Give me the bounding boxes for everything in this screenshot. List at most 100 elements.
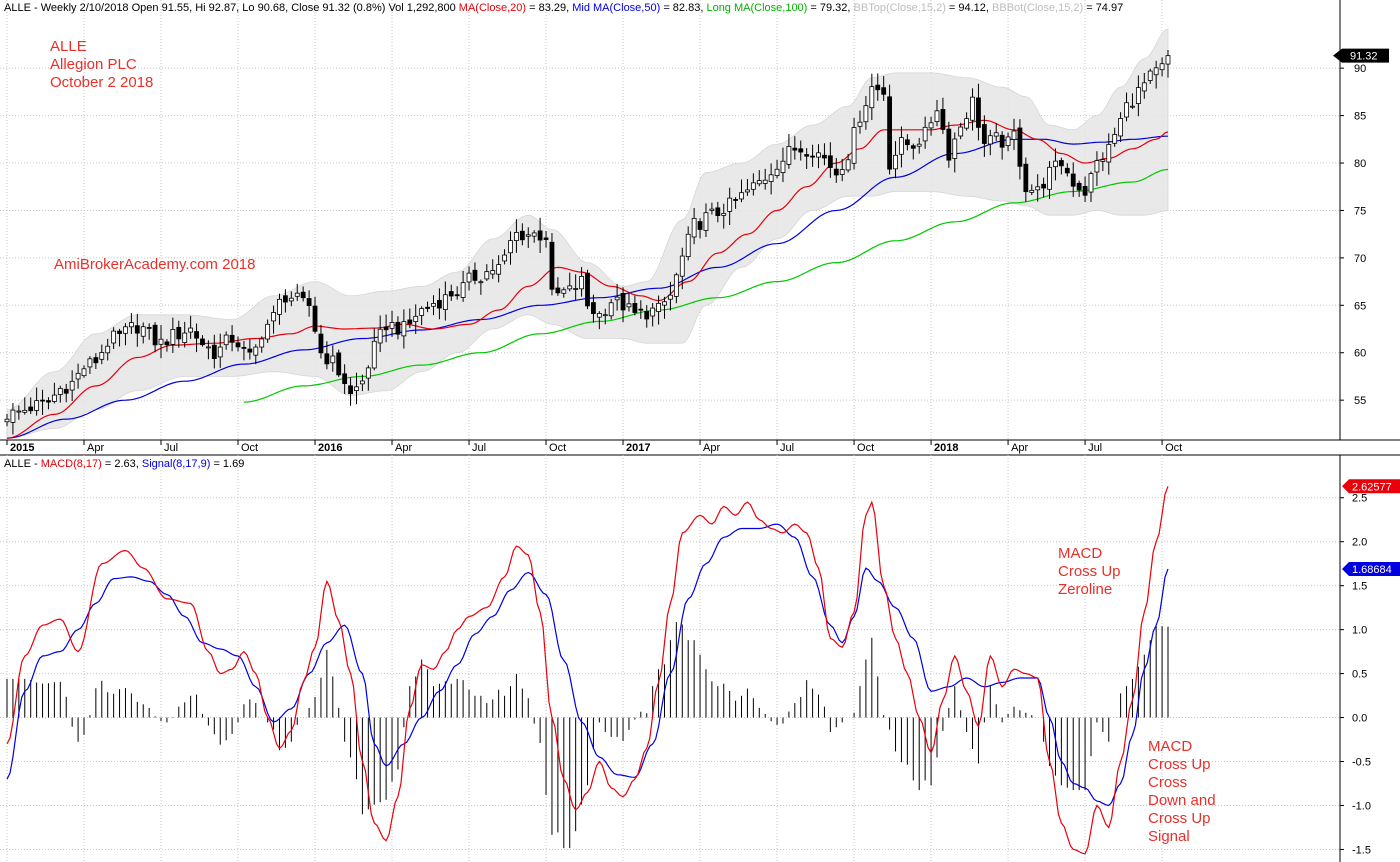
candle-down [348, 385, 353, 395]
candle-down [425, 306, 430, 309]
candle-down [620, 292, 626, 311]
candle-down [976, 97, 981, 128]
candle-up [330, 355, 336, 364]
candle-up [431, 303, 436, 307]
candle-up [691, 217, 697, 238]
price-x-tick-label: Jul [780, 442, 794, 454]
header-ma50-value: = 82.83, [660, 2, 707, 14]
candle-down [697, 221, 703, 230]
candle-down [241, 347, 247, 349]
candle-up [608, 302, 614, 317]
candle-up [970, 96, 975, 121]
candle-up [502, 254, 507, 262]
candle-down [940, 109, 946, 130]
candle-up [1005, 136, 1011, 147]
candle-up [531, 232, 537, 237]
candle-up [774, 168, 780, 176]
price-x-tick-label: Apr [87, 442, 104, 454]
candle-down [324, 353, 330, 365]
macd-header-macd-value: = 2.63, [101, 458, 142, 470]
candle-down [194, 331, 199, 339]
last-price-label: 91.32 [1350, 51, 1378, 63]
macd-y-tick-label: 0.0 [1352, 713, 1367, 725]
macd-header-sep: - [30, 458, 41, 470]
candle-up [288, 297, 294, 302]
candle-down [152, 324, 158, 346]
macd-y-tick-label: 2.5 [1352, 493, 1367, 505]
candle-down [146, 327, 152, 329]
candle-up [57, 387, 63, 395]
candle-down [1041, 183, 1047, 189]
header-bbtop-label: BBTop(Close,15,2) [853, 2, 946, 14]
candle-up [922, 126, 928, 142]
annotation-line: Down and [1148, 792, 1216, 809]
price-y-tick-label: 70 [1354, 253, 1366, 265]
candle-down [549, 241, 555, 290]
price-y-tick-label: 60 [1354, 348, 1366, 360]
candle-up [4, 418, 10, 423]
header-ma100-value: = 79.32, [807, 2, 854, 14]
candle-up [377, 328, 383, 344]
price-x-tick-label: Apr [395, 442, 412, 454]
candle-up [128, 322, 134, 328]
candle-down [585, 272, 590, 307]
macd-last-value-tag [1342, 479, 1400, 494]
candle-down [342, 373, 348, 385]
annotation-line: Cross Up [1148, 756, 1211, 773]
annotation-line: Cross [1148, 774, 1188, 791]
candle-up [1088, 173, 1094, 193]
candle-up [934, 110, 940, 122]
candle-down [211, 344, 217, 359]
candle-up [514, 232, 519, 241]
candle-up [525, 234, 531, 237]
candle-up [745, 189, 750, 193]
candle-down [448, 291, 454, 297]
annotation-line: Allegion PLC [50, 56, 137, 73]
macd-signal-annotation: MACD Cross Up Cross Down and Cross Up Si… [1148, 738, 1216, 846]
candle-up [81, 368, 87, 377]
macd-line [6, 486, 1169, 855]
bollinger-band-area [6, 28, 1169, 439]
candle-up [1124, 102, 1129, 118]
stock-title-annotation: ALLE Allegion PLC October 2 2018 [50, 38, 153, 92]
candlesticks [4, 50, 1171, 435]
candle-down [881, 87, 887, 95]
macd-header-macd-label: MACD(8,17) [40, 458, 102, 470]
candle-up [721, 213, 727, 216]
macd-axes: -1.5 -1.0 -0.5 0.0 0.5 1.0 1.5 2.0 2.52.62577 1.6… [1340, 479, 1400, 856]
candle-down [383, 326, 389, 331]
candle-down [981, 124, 987, 144]
candle-up [123, 326, 128, 334]
candle-up [484, 271, 490, 280]
price-x-tick-label: Jul [472, 442, 486, 454]
price-y-tick-label: 55 [1354, 395, 1366, 407]
candle-down [946, 128, 952, 161]
candle-up [1112, 134, 1118, 144]
bollinger-band [6, 28, 1169, 439]
candle-down [715, 207, 721, 216]
candle-up [987, 135, 993, 145]
annotation-line: Signal [1148, 828, 1190, 845]
candle-up [419, 308, 425, 316]
candle-up [869, 86, 875, 109]
last-price-tag [1333, 48, 1389, 63]
candle-down [28, 406, 34, 412]
macd-y-tick-label: -0.5 [1352, 757, 1371, 769]
price-x-tick-label: Jul [1088, 442, 1102, 454]
candle-up [685, 233, 691, 258]
candle-up [496, 264, 502, 275]
price-x-tick-label: Oct [857, 442, 874, 454]
candle-up [277, 298, 282, 315]
candle-up [271, 312, 276, 322]
price-x-tick-label: 2017 [626, 442, 650, 454]
price-x-tick-label: Apr [703, 442, 720, 454]
candle-up [34, 400, 40, 411]
candle-down [638, 308, 644, 311]
price-x-tick-label: Jul [164, 442, 178, 454]
header-bbtop-value: = 94.12, [945, 2, 993, 14]
candle-up [401, 321, 407, 337]
candle-up [561, 289, 567, 294]
candle-down [454, 294, 460, 297]
candle-up [703, 212, 709, 231]
